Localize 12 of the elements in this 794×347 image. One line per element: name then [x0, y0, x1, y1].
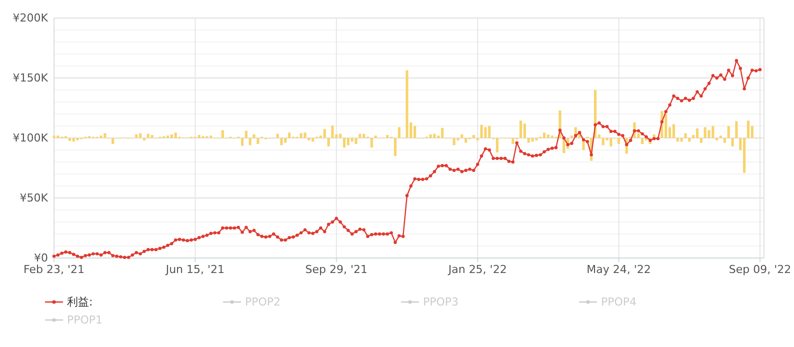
- x-tick-label: Feb 23, '21: [24, 263, 84, 276]
- x-tick-label: Jan 25, '22: [447, 263, 507, 276]
- x-tick-label: Sep 09, '22: [728, 263, 792, 276]
- x-tick-label: Sep 29, '21: [305, 263, 368, 276]
- y-tick-label: ¥50K: [20, 192, 49, 204]
- x-tick-label: May 24, '22: [586, 263, 651, 276]
- legend-label: 利益:: [67, 296, 93, 308]
- y-tick-label: ¥0: [34, 252, 48, 264]
- y-tick-label: ¥150K: [12, 72, 49, 84]
- y-tick-label: ¥200K: [12, 12, 49, 24]
- y-tick-label: ¥100K: [12, 132, 49, 144]
- x-tick-label: Jun 15, '21: [164, 263, 225, 276]
